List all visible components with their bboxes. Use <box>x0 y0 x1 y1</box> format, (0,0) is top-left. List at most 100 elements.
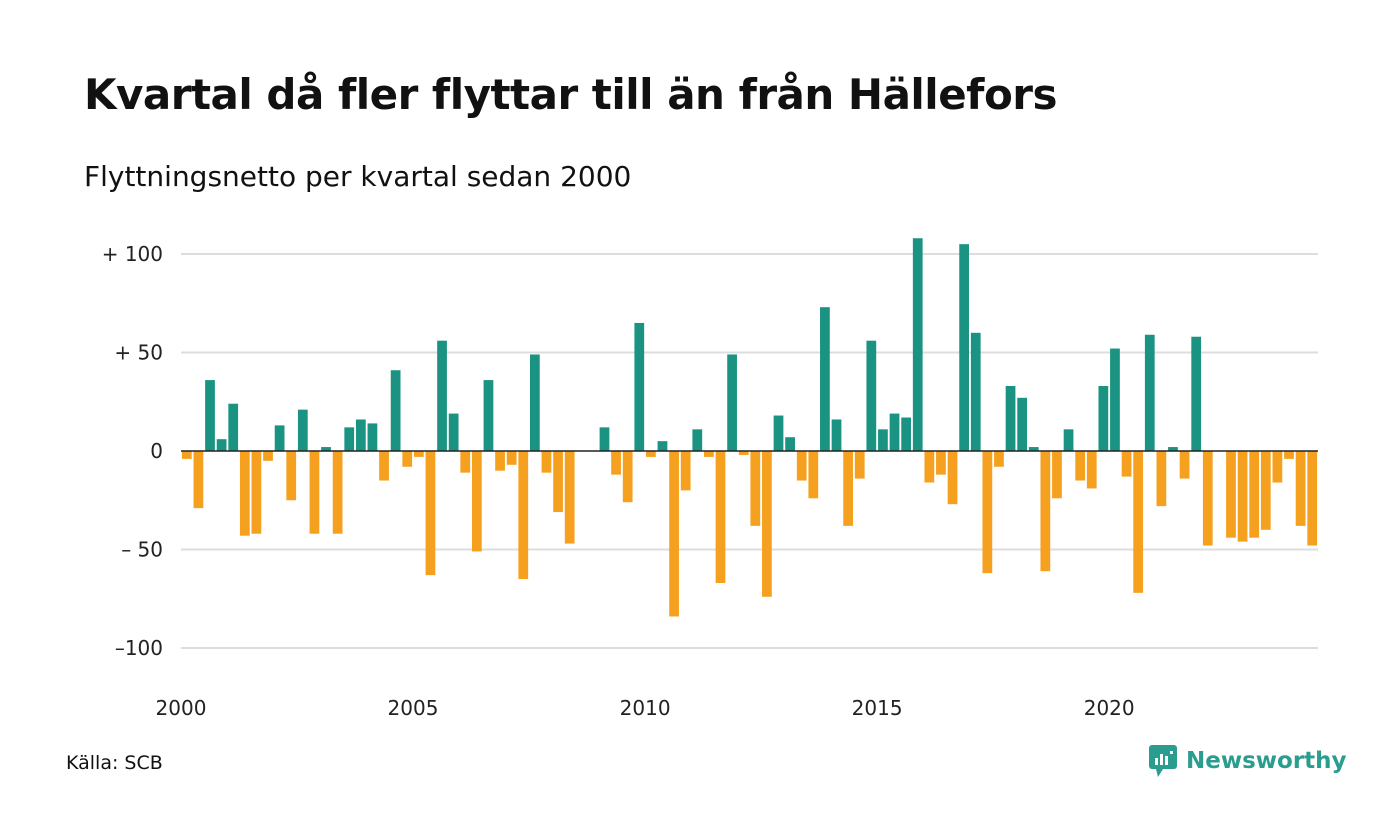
bar-positive <box>274 425 285 451</box>
bar-positive <box>529 354 540 451</box>
x-axis-ticks: 2000 2005 2010 2015 2020 <box>156 696 1135 720</box>
bar-negative <box>425 451 436 576</box>
bar-negative <box>762 451 772 597</box>
bar-positive <box>355 419 366 451</box>
bar-negative <box>181 451 192 459</box>
bar-negative <box>263 451 273 461</box>
bar-positive <box>1063 429 1074 451</box>
bar-chart: + 100 + 50 0 – 50 –100 2000 2005 2010 2015 2020 <box>102 238 1318 720</box>
bar-negative <box>564 451 575 544</box>
bar-negative <box>413 451 424 457</box>
bar-positive <box>228 403 239 451</box>
bar-negative <box>750 451 761 526</box>
bar-positive <box>820 307 830 451</box>
bar-positive <box>634 322 645 451</box>
bar-negative <box>738 451 749 455</box>
bar-negative <box>808 451 819 499</box>
bar-negative <box>843 451 853 526</box>
bar-negative <box>1260 451 1271 530</box>
bar-negative <box>1295 451 1306 526</box>
bar-positive <box>901 417 911 451</box>
x-tick-label: 2005 <box>388 696 439 720</box>
bar-positive <box>785 437 795 451</box>
bar-positive <box>483 380 494 451</box>
bar-negative <box>402 451 413 467</box>
bar-negative <box>379 451 389 481</box>
bar-negative <box>982 451 993 574</box>
bar-negative <box>680 451 691 491</box>
bar-negative <box>1052 451 1062 499</box>
grid-lines <box>181 253 1318 649</box>
bar-negative <box>704 451 714 457</box>
bar-negative <box>1237 451 1248 542</box>
bar-negative <box>541 451 552 473</box>
bar-negative <box>611 451 621 475</box>
bar-negative <box>994 451 1004 467</box>
bar-negative <box>1307 451 1318 546</box>
bar-negative <box>1284 451 1294 459</box>
bar-positive <box>1191 336 1202 451</box>
bar-negative <box>239 451 250 536</box>
bar-positive <box>727 354 737 451</box>
bar-positive <box>773 415 784 451</box>
bar-negative <box>1086 451 1097 489</box>
source-note: Källa: SCB <box>66 752 163 774</box>
bar-positive <box>889 413 900 451</box>
bar-positive <box>1098 385 1109 451</box>
bar-positive <box>390 370 401 451</box>
bar-negative <box>1272 451 1283 483</box>
y-tick-label: + 50 <box>114 341 163 365</box>
bars <box>181 238 1318 617</box>
brand: Newsworthy <box>1148 744 1347 778</box>
bar-positive <box>970 332 981 451</box>
bar-positive <box>1005 385 1016 451</box>
bar-negative <box>495 451 505 471</box>
bar-negative <box>924 451 935 483</box>
bar-negative <box>518 451 529 580</box>
y-tick-label: 0 <box>150 439 163 463</box>
bar-negative <box>332 451 343 534</box>
bar-positive <box>959 244 970 451</box>
bar-positive <box>297 409 308 451</box>
bar-positive <box>1110 348 1120 451</box>
bar-positive <box>1144 334 1155 451</box>
y-tick-label: –100 <box>115 636 163 660</box>
bar-positive <box>216 439 227 451</box>
bar-negative <box>1133 451 1144 593</box>
bar-positive <box>866 340 877 451</box>
bar-negative <box>854 451 865 479</box>
bar-negative <box>947 451 958 505</box>
bar-negative <box>715 451 726 583</box>
x-tick-label: 2020 <box>1084 696 1135 720</box>
bar-negative <box>1121 451 1132 477</box>
chart-title: Kvartal då fler flyttar till än från Häl… <box>84 70 1058 119</box>
bar-negative <box>646 451 656 457</box>
y-tick-label: + 100 <box>102 242 163 266</box>
chart-subtitle: Flyttningsnetto per kvartal sedan 2000 <box>84 160 632 193</box>
bar-positive <box>205 380 215 451</box>
bar-negative <box>506 451 517 465</box>
bar-negative <box>1156 451 1167 507</box>
bar-negative <box>1075 451 1086 481</box>
bar-negative <box>796 451 807 481</box>
bar-negative <box>251 451 262 534</box>
bar-negative <box>1226 451 1236 538</box>
bar-positive <box>657 441 668 451</box>
brand-name: Newsworthy <box>1186 748 1347 774</box>
x-tick-label: 2000 <box>156 696 207 720</box>
bar-negative <box>286 451 297 501</box>
bar-positive <box>831 419 842 451</box>
bar-negative <box>1179 451 1190 479</box>
bar-negative <box>669 451 679 617</box>
bar-positive <box>878 429 888 451</box>
bar-positive <box>1017 397 1028 451</box>
bar-positive <box>599 427 610 451</box>
bar-positive <box>1168 447 1178 451</box>
bar-negative <box>936 451 946 475</box>
bar-positive <box>448 413 459 451</box>
bar-negative <box>1249 451 1260 538</box>
bar-positive <box>437 340 447 451</box>
x-tick-label: 2015 <box>852 696 903 720</box>
y-axis-ticks: + 100 + 50 0 – 50 –100 <box>102 242 163 660</box>
bar-positive <box>692 429 703 451</box>
